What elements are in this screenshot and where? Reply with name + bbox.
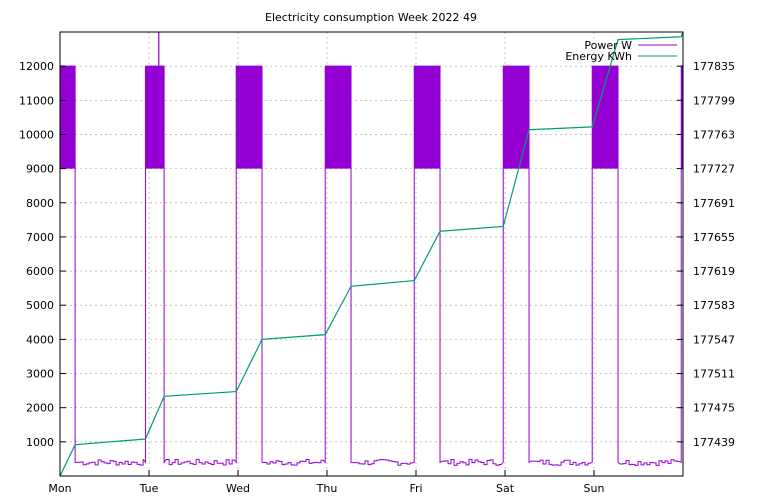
power-heating-block	[325, 66, 352, 169]
power-heating-block	[681, 66, 683, 169]
power-heating-block	[60, 66, 76, 169]
plot-frame	[59, 31, 684, 477]
y-right-tick-label: 177655	[693, 231, 735, 244]
y-right-tick-label: 177727	[693, 163, 735, 176]
power-line	[59, 65, 684, 466]
legend-label-power: Power W	[584, 39, 632, 52]
power-heating-block	[414, 66, 441, 169]
y-left-tick-label: 9000	[26, 163, 54, 176]
y-left-tick-label: 6000	[26, 265, 54, 278]
energy-series	[59, 31, 684, 477]
y-left-tick-label: 12000	[19, 60, 54, 73]
y-left-tick-label: 8000	[26, 197, 54, 210]
x-tick-label: Mon	[48, 482, 71, 495]
power-heating-block	[145, 66, 165, 169]
x-tick-label: Sun	[584, 482, 605, 495]
y-left-tick-label: 10000	[19, 128, 54, 141]
y-right-tick-label: 177547	[693, 333, 735, 346]
y-right-tick-label: 177799	[693, 94, 735, 107]
y-right-tick-label: 177763	[693, 128, 735, 141]
y-right-tick-label: 177835	[693, 60, 735, 73]
y-right-tick-label: 177475	[693, 402, 735, 415]
y-left-tick-label: 7000	[26, 231, 54, 244]
legend-label-energy: Energy KWh	[565, 50, 632, 63]
x-tick-label: Tue	[139, 482, 159, 495]
y-right-tick-label: 177691	[693, 197, 735, 210]
y-left-tick-label: 4000	[26, 333, 54, 346]
x-tick-label: Sat	[496, 482, 515, 495]
power-heating-block	[236, 66, 263, 169]
y-left-tick-label: 3000	[26, 368, 54, 381]
x-tick-label: Fri	[409, 482, 422, 495]
x-tick-label: Wed	[226, 482, 250, 495]
grid	[60, 32, 683, 476]
y-left-tick-label: 1000	[26, 436, 54, 449]
power-heating-block	[503, 66, 530, 169]
y-right-tick-label: 177439	[693, 436, 735, 449]
y-left-tick-label: 5000	[26, 299, 54, 312]
x-tick-label: Thu	[316, 482, 338, 495]
energy-line	[59, 31, 684, 477]
power-series	[59, 32, 684, 466]
chart-title: Electricity consumption Week 2022 49	[265, 11, 477, 24]
y-right-tick-label: 177619	[693, 265, 735, 278]
y-right-tick-label: 177583	[693, 299, 735, 312]
y-left-tick-label: 11000	[19, 94, 54, 107]
y-left-tick-label: 2000	[26, 402, 54, 415]
axes: 1000 177439 2000 177475 3000 177511 4000 177547…	[19, 31, 735, 495]
y-right-tick-label: 177511	[693, 368, 735, 381]
